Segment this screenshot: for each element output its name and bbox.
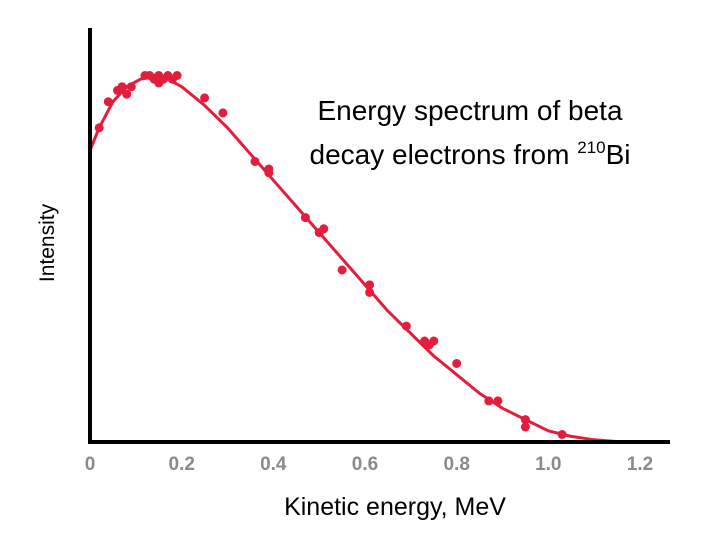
data-point	[520, 422, 530, 432]
isotope-mass-number: 210	[577, 138, 606, 157]
x-tick-label: 1.0	[535, 454, 561, 475]
data-point	[264, 164, 274, 174]
x-axis-label: Kinetic energy, MeV	[284, 493, 506, 521]
x-tick-label: 0	[85, 454, 96, 475]
data-point	[300, 213, 310, 223]
data-points-layer	[94, 71, 567, 439]
data-point	[365, 280, 375, 290]
y-axis-label: Intensity	[36, 203, 59, 283]
data-point	[172, 71, 182, 80]
data-point	[250, 157, 260, 166]
data-point	[452, 359, 462, 368]
title-line-2-prefix: decay electrons from	[309, 139, 578, 170]
x-tick-label: 0.2	[168, 454, 194, 475]
data-point	[319, 224, 329, 234]
data-point	[117, 82, 127, 92]
data-point	[94, 123, 104, 133]
data-point	[200, 93, 210, 103]
x-tick-labels: 0 0.2 0.4 0.6 0.8 1.0 1.2	[85, 454, 654, 475]
data-point	[429, 336, 439, 346]
x-tick-label: 0.6	[352, 454, 378, 475]
data-point	[365, 287, 375, 297]
data-point	[218, 108, 228, 118]
title-line-1: Energy spectrum of beta	[317, 95, 623, 126]
x-tick-label: 0.4	[260, 454, 287, 475]
data-point	[103, 97, 113, 107]
data-point	[126, 82, 136, 92]
data-point	[520, 415, 530, 425]
data-point	[337, 265, 347, 275]
x-tick-label: 0.8	[443, 454, 469, 475]
data-point	[401, 321, 411, 331]
isotope-symbol: Bi	[605, 139, 631, 170]
chart-title: Energy spectrum of beta decay electrons …	[270, 92, 670, 173]
x-tick-label: 1.2	[627, 454, 653, 475]
data-point	[557, 430, 567, 439]
data-point	[484, 396, 494, 406]
data-point	[122, 89, 132, 99]
data-point	[493, 396, 503, 406]
